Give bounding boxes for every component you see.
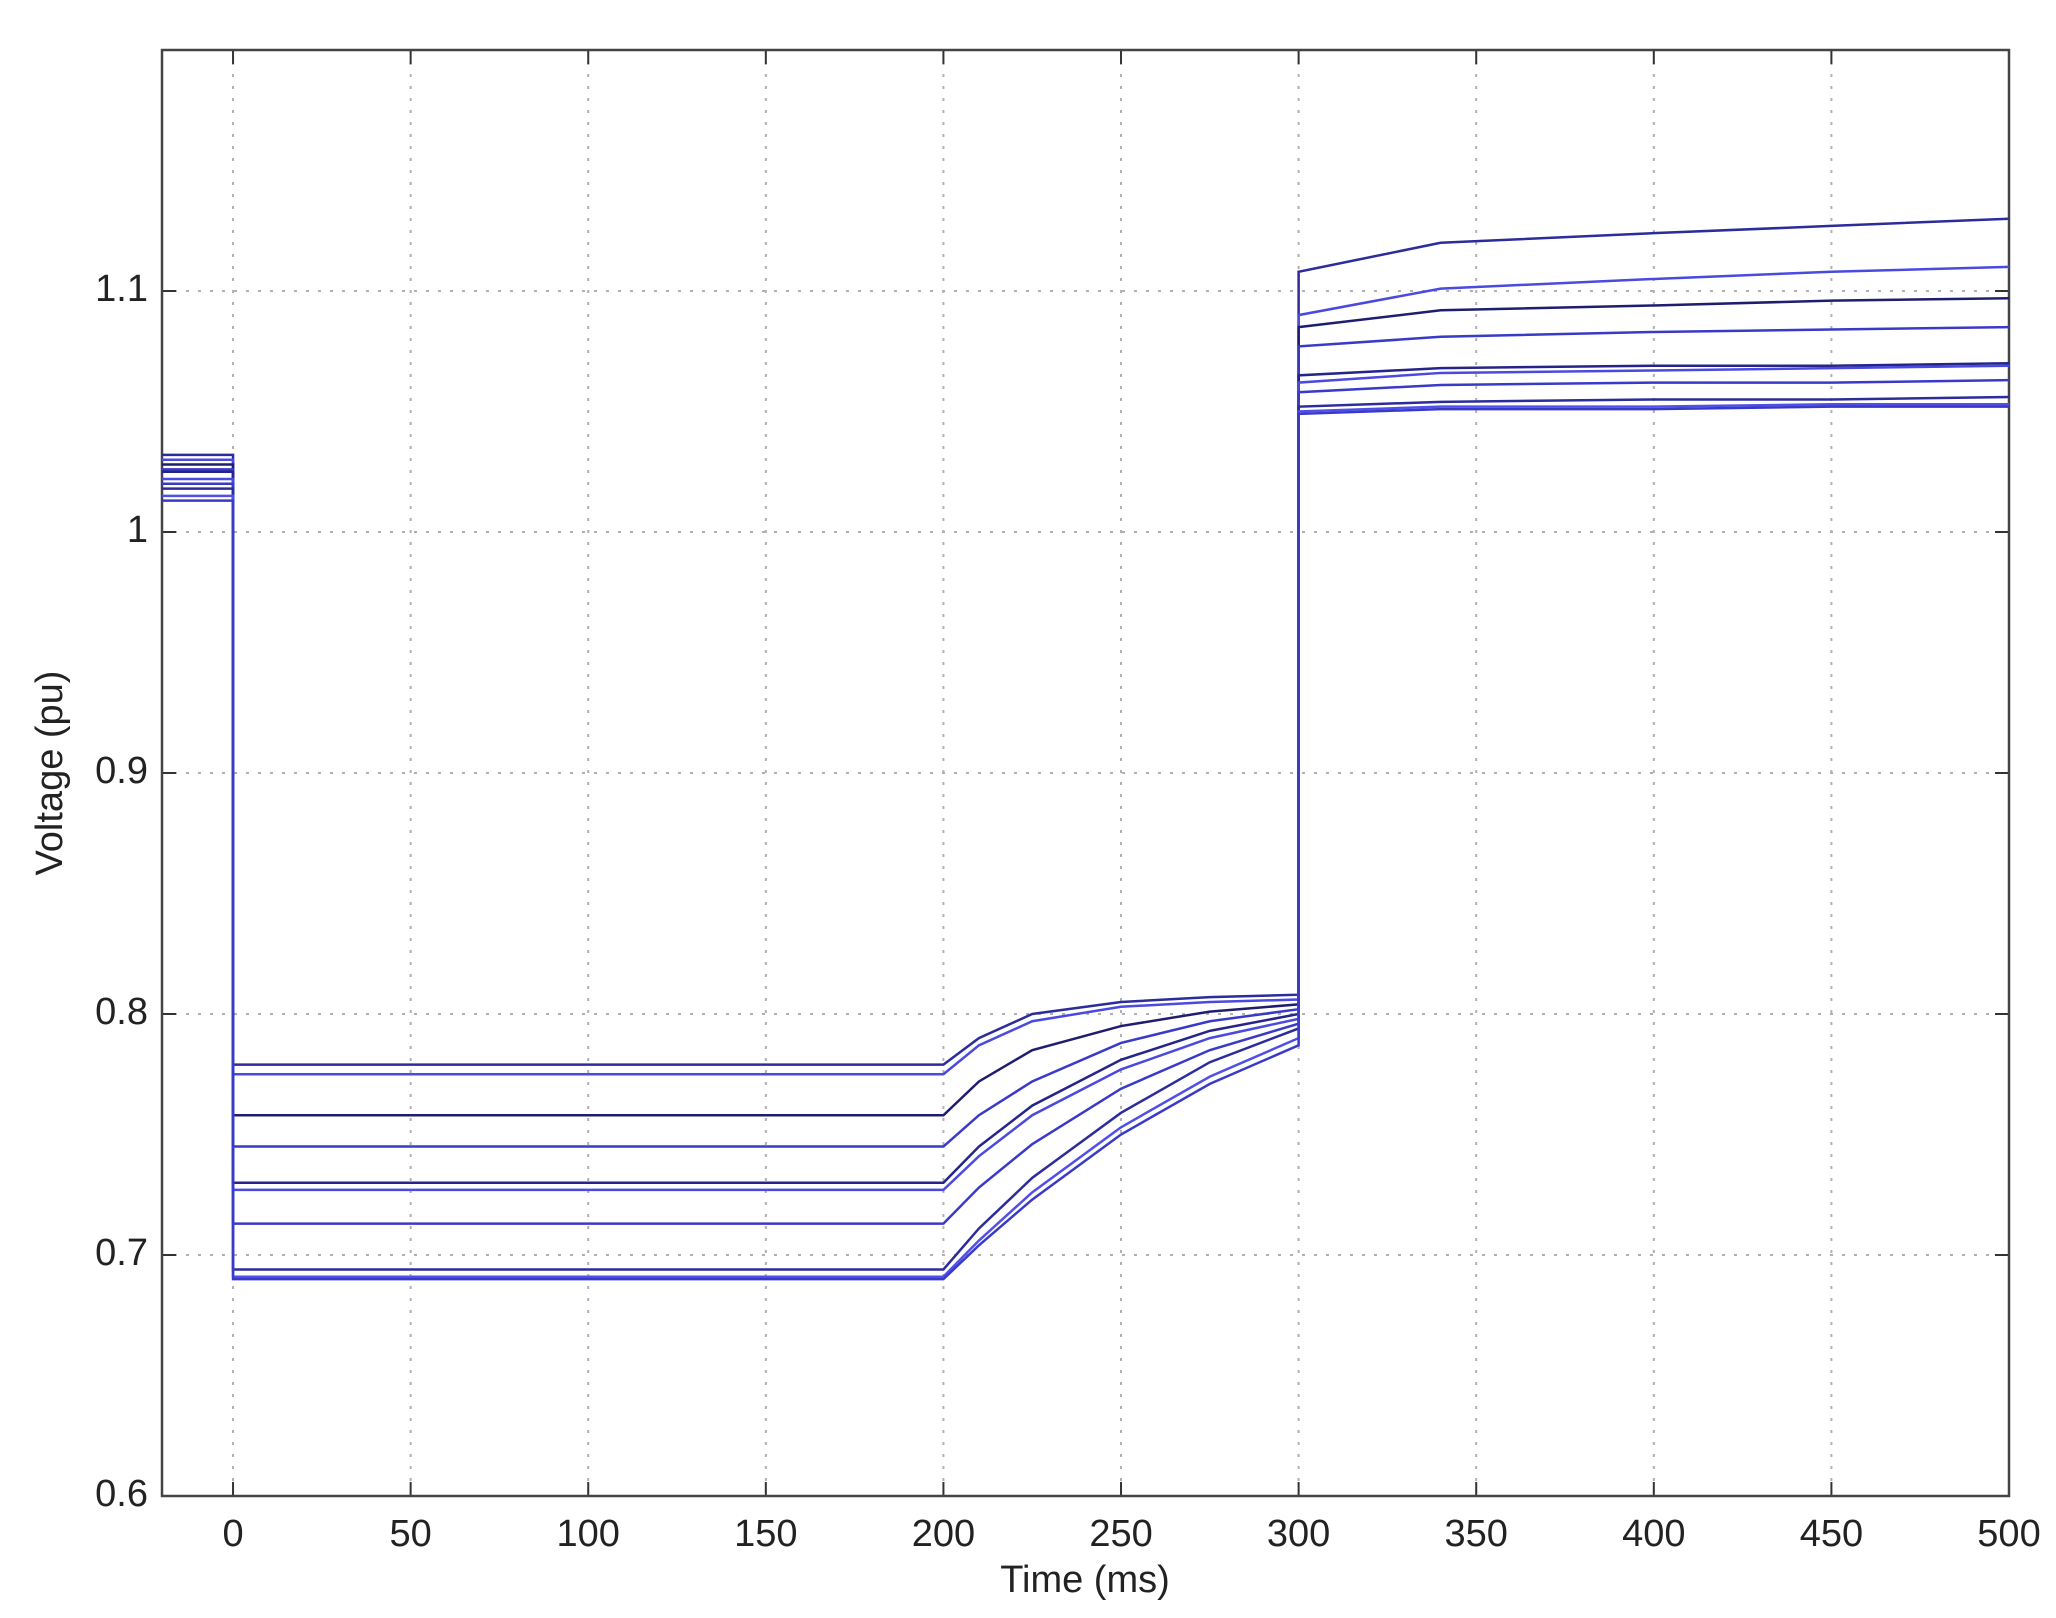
y-axis-label: Voltage (pu) [29,671,71,876]
y-tick-label: 0.6 [95,1473,148,1515]
x-tick-label: 400 [1622,1513,1685,1555]
series-line [162,378,2010,1225]
x-tick-label: 150 [734,1513,797,1555]
x-tick-label: 50 [389,1513,431,1555]
y-tick-label: 0.7 [95,1232,148,1274]
x-axis-label: Time (ms) [1000,1559,1170,1601]
series-line [162,362,2010,1184]
series-line [162,265,2010,1076]
y-tick-label: 0.8 [95,991,148,1033]
x-tick-label: 100 [557,1513,620,1555]
x-tick-label: 200 [912,1513,975,1555]
x-tick-label: 300 [1267,1513,1330,1555]
series-line [162,405,2009,1281]
y-tick-label: 1.1 [95,268,148,310]
x-tick-label: 350 [1445,1513,1508,1555]
series-line [162,364,2010,1192]
series-line [162,325,2010,1148]
x-tick-label: 450 [1800,1513,1863,1555]
x-tick-label: 0 [222,1513,243,1555]
series-line [162,403,2009,1278]
x-tick-label: 250 [1089,1513,1152,1555]
series-line [162,296,2010,1117]
y-tick-label: 1 [127,509,148,551]
y-tick-label: 0.9 [95,750,148,792]
x-tick-label: 500 [1977,1513,2040,1555]
series-line [162,217,2010,1066]
plot-frame [160,48,2011,1498]
series-line [162,395,2010,1271]
